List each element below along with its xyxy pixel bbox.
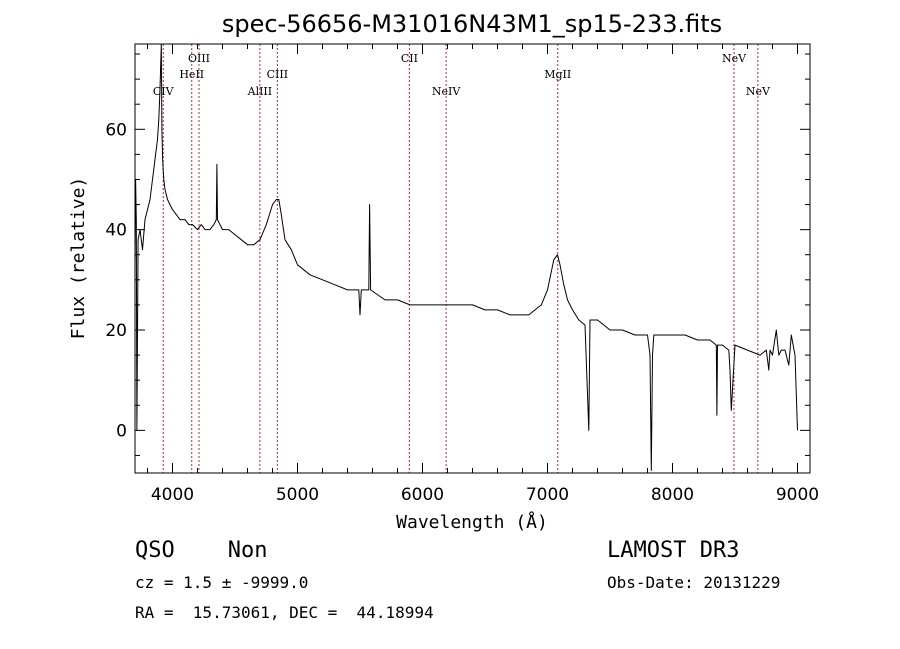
emission-line-label: OIII bbox=[188, 52, 210, 65]
emission-line-label: NeIV bbox=[432, 85, 461, 98]
series-layer bbox=[134, 43, 798, 471]
y-tick-label: 60 bbox=[105, 120, 127, 140]
x-tick-label: 5000 bbox=[276, 485, 319, 505]
x-tick-label: 7000 bbox=[526, 485, 569, 505]
emission-line-label: CIII bbox=[267, 68, 288, 81]
coordinates-info: RA = 15.73061, DEC = 44.18994 bbox=[135, 603, 434, 622]
x-tick-label: 6000 bbox=[401, 485, 444, 505]
y-tick-label: 40 bbox=[105, 221, 127, 241]
emission-line-labels: CIV HeII OIII AlIII CIII CII NeIV MgII NeV NeV bbox=[153, 52, 771, 98]
x-axis-label: Wavelength (Å) bbox=[396, 511, 548, 533]
axis-ticks bbox=[135, 44, 810, 473]
x-tick-label: 8000 bbox=[651, 485, 694, 505]
class-label: QSO bbox=[135, 538, 175, 563]
x-tick-label: 9000 bbox=[776, 485, 819, 505]
spectrum-series-line bbox=[134, 43, 798, 471]
subclass-label: Non bbox=[227, 538, 268, 563]
emission-line-label: HeII bbox=[179, 68, 204, 81]
emission-line-label: MgII bbox=[544, 68, 571, 81]
emission-lines-layer bbox=[162, 44, 759, 473]
object-class: QSO Non bbox=[135, 538, 267, 563]
x-tick-label: 4000 bbox=[151, 485, 194, 505]
survey-label: LAMOST DR3 bbox=[607, 538, 740, 563]
y-axis-label: Flux (relative) bbox=[68, 177, 89, 340]
emission-line-label: NeV bbox=[722, 52, 747, 65]
emission-line-label: NeV bbox=[746, 85, 771, 98]
emission-line-label: CIV bbox=[153, 85, 175, 98]
obs-date-info: Obs-Date: 20131229 bbox=[607, 573, 781, 592]
y-tick-label: 20 bbox=[105, 321, 127, 341]
emission-line-label: CII bbox=[401, 52, 418, 65]
emission-line-label: AlIII bbox=[247, 85, 273, 98]
y-tick-label: 0 bbox=[116, 421, 127, 441]
chart-title: spec-56656-M31016N43M1_sp15-233.fits bbox=[222, 10, 722, 38]
plot-frame bbox=[134, 43, 811, 474]
axis-tick-labels: 4000 5000 6000 7000 8000 9000 0 20 40 60 bbox=[105, 120, 819, 505]
redshift-info: cz = 1.5 ± -9999.0 bbox=[135, 573, 309, 592]
